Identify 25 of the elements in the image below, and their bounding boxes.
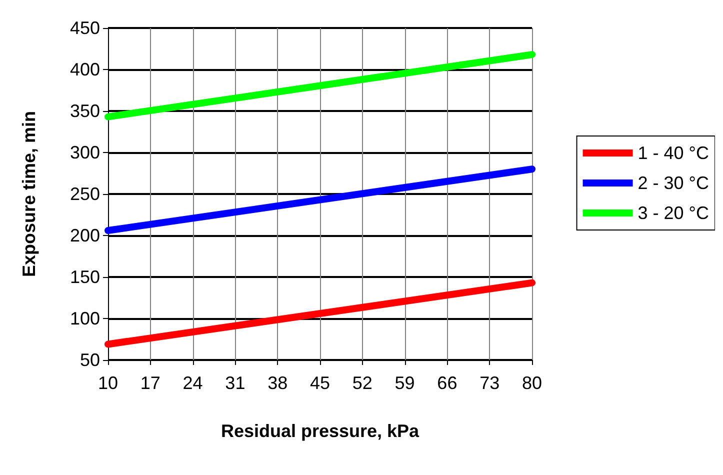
y-axis-title: Exposure time, min: [19, 110, 39, 278]
x-tick-label: 31: [225, 373, 246, 393]
x-tick-label: 59: [394, 373, 415, 393]
legend-label: 1 - 40 °C: [638, 143, 710, 163]
x-tick-label: 38: [268, 373, 288, 393]
legend-label: 2 - 30 °C: [638, 173, 710, 193]
y-tick-label: 350: [70, 101, 100, 121]
x-tick-label: 17: [140, 373, 160, 393]
x-tick-label: 80: [522, 373, 542, 393]
x-tick-label: 45: [310, 373, 330, 393]
legend-label: 3 - 20 °C: [638, 203, 710, 223]
x-tick-label: 24: [182, 373, 203, 393]
x-axis-title: Residual pressure, kPa: [220, 421, 420, 441]
y-tick-label: 450: [70, 18, 100, 38]
y-tick-label: 200: [70, 226, 100, 246]
y-tick-label: 150: [70, 267, 100, 287]
x-tick-label: 52: [352, 373, 372, 393]
y-tick-label: 50: [80, 350, 100, 370]
x-tick-label: 73: [480, 373, 500, 393]
y-tick-label: 100: [70, 308, 100, 328]
y-tick-label: 250: [70, 184, 100, 204]
y-tick-label: 400: [70, 60, 100, 80]
y-tick-label: 300: [70, 142, 100, 162]
x-tick-label: 10: [98, 373, 118, 393]
x-tick-label: 66: [437, 373, 458, 393]
